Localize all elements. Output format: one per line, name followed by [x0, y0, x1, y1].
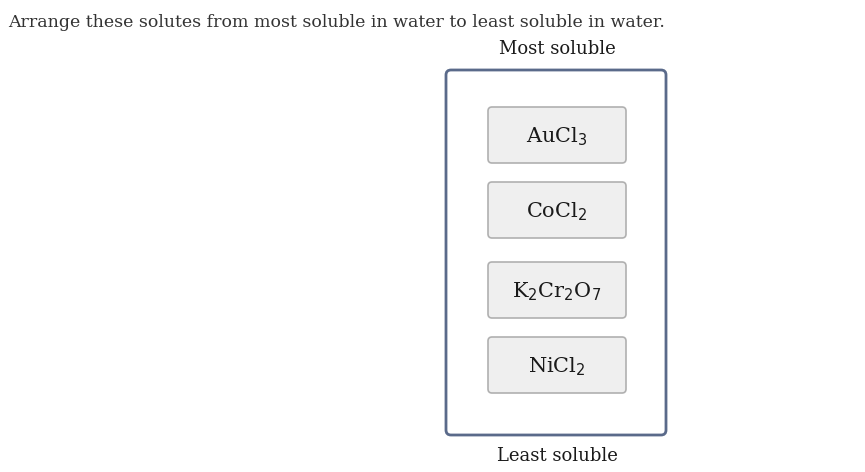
Text: Most soluble: Most soluble [498, 40, 615, 58]
FancyBboxPatch shape [488, 107, 626, 163]
Text: CoCl$_2$: CoCl$_2$ [527, 201, 587, 223]
FancyBboxPatch shape [488, 337, 626, 393]
Text: Arrange these solutes from most soluble in water to least soluble in water.: Arrange these solutes from most soluble … [8, 14, 665, 31]
Text: Least soluble: Least soluble [497, 447, 618, 465]
FancyBboxPatch shape [488, 182, 626, 238]
Text: K$_2$Cr$_2$O$_7$: K$_2$Cr$_2$O$_7$ [512, 281, 601, 303]
Text: AuCl$_3$: AuCl$_3$ [526, 126, 587, 148]
Text: NiCl$_2$: NiCl$_2$ [529, 356, 586, 378]
FancyBboxPatch shape [446, 70, 666, 435]
FancyBboxPatch shape [488, 262, 626, 318]
